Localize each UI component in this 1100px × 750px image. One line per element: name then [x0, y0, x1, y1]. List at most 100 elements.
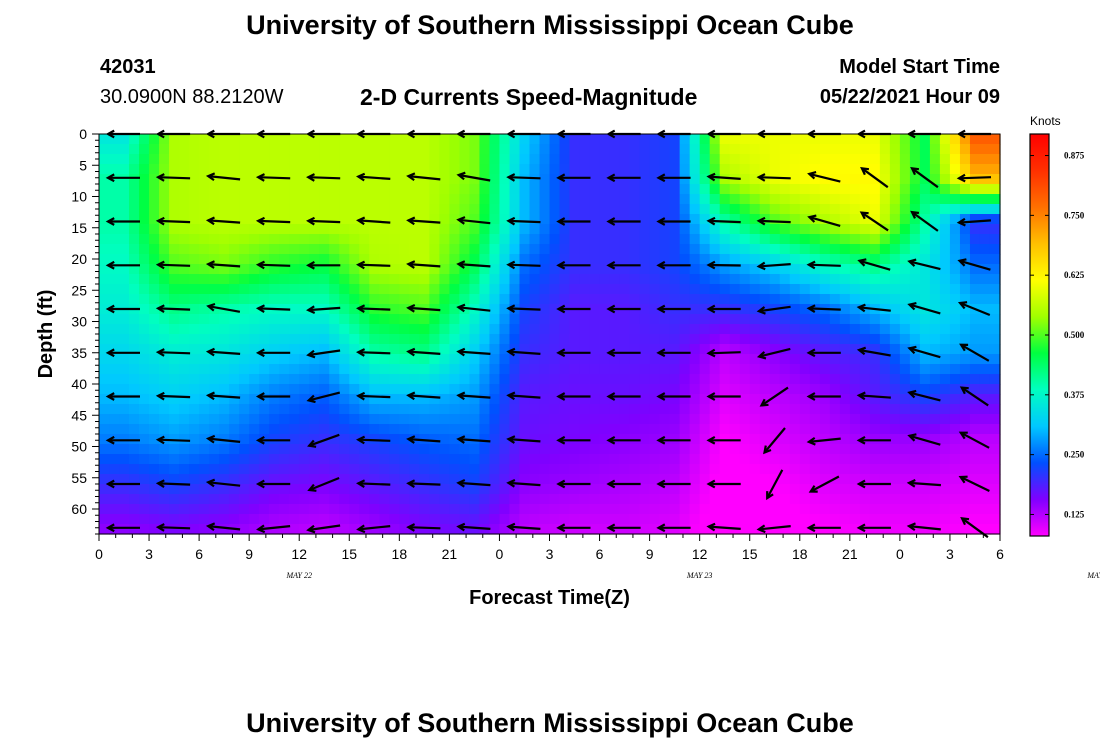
heatmap-cell [219, 474, 230, 485]
current-arrow [956, 217, 991, 227]
heatmap-cell [509, 254, 521, 265]
heatmap-cell [369, 154, 380, 165]
heatmap-cell [959, 164, 971, 175]
heatmap-cell [769, 344, 781, 355]
heatmap-cell [879, 404, 891, 415]
heatmap-cell [219, 154, 230, 165]
heatmap-cell [479, 474, 491, 485]
current-arrow [907, 345, 941, 359]
heatmap-cell [819, 524, 831, 535]
heatmap-cell [519, 484, 531, 495]
heatmap-cell [209, 404, 220, 415]
heatmap-cell [409, 414, 420, 425]
heatmap-cell [959, 144, 971, 155]
heatmap-cell [979, 224, 991, 235]
heatmap-cell [509, 224, 521, 235]
heatmap-cell [799, 404, 811, 415]
heatmap-cell [549, 354, 561, 365]
heatmap-cell [319, 524, 330, 535]
heatmap-cell [789, 304, 801, 315]
heatmap-cell [979, 324, 991, 335]
heatmap-cell [939, 194, 951, 205]
heatmap-cell [279, 344, 290, 355]
heatmap-cell [479, 214, 491, 225]
heatmap-cell [339, 134, 350, 145]
heatmap-cell [489, 134, 501, 145]
heatmap-cell [279, 184, 290, 195]
heatmap-cell [459, 394, 471, 405]
heatmap-cell [159, 254, 170, 265]
heatmap-cell [179, 284, 190, 295]
heatmap-cell [389, 344, 400, 355]
current-arrow [756, 216, 791, 226]
heatmap-cell [429, 444, 440, 455]
heatmap-cell [129, 444, 140, 455]
heatmap-cell [319, 244, 330, 255]
heatmap-cell [529, 224, 541, 235]
heatmap-cell [139, 234, 150, 245]
current-arrow [307, 476, 340, 492]
heatmap-cell [109, 334, 120, 345]
heatmap-cell [379, 424, 390, 435]
current-arrow [306, 349, 341, 359]
heatmap-cell [289, 264, 300, 275]
heatmap-cell [319, 404, 330, 415]
heatmap-cell [839, 324, 851, 335]
heatmap-cell [919, 284, 931, 295]
heatmap-cell [589, 344, 601, 355]
heatmap-cell [119, 404, 130, 415]
heatmap-cell [519, 194, 531, 205]
heatmap-cell [809, 414, 821, 425]
heatmap-cell [959, 414, 971, 425]
current-arrow [506, 435, 541, 444]
heatmap-cell [819, 154, 831, 165]
current-arrow [506, 173, 541, 182]
heatmap-cell [919, 364, 931, 375]
heatmap-cell [619, 444, 631, 455]
heatmap-cell [649, 504, 661, 515]
heatmap-cell [939, 274, 951, 285]
heatmap-cell [929, 484, 941, 495]
heatmap-cell [659, 254, 671, 265]
heatmap-cell [649, 174, 661, 185]
heatmap-cell [889, 354, 901, 365]
heatmap-cell [559, 194, 571, 205]
heatmap-cell [839, 394, 851, 405]
current-arrow [656, 260, 691, 270]
heatmap-cell [719, 254, 731, 265]
current-arrow [406, 435, 441, 444]
heatmap-cell [399, 144, 410, 155]
heatmap-cell [949, 494, 961, 505]
heatmap-cell [689, 444, 701, 455]
heatmap-cell [749, 354, 761, 365]
heatmap-cell [249, 214, 260, 225]
heatmap-cell [239, 324, 250, 335]
heatmap-cell [979, 154, 991, 165]
heatmap-cell [249, 524, 260, 535]
heatmap-cell [99, 144, 110, 155]
heatmap-cell [919, 404, 931, 415]
heatmap-cell [749, 434, 761, 445]
heatmap-cell [619, 264, 631, 275]
heatmap-cell [519, 494, 531, 505]
heatmap-cell [649, 324, 661, 335]
heatmap-cell [899, 154, 911, 165]
heatmap-cell [349, 134, 360, 145]
heatmap-cell [539, 164, 551, 175]
heatmap-cell [699, 494, 711, 505]
heatmap-cell [169, 344, 180, 355]
heatmap-cell [389, 134, 400, 145]
heatmap-cell [799, 234, 811, 245]
heatmap-cell [689, 284, 701, 295]
heatmap-cell [369, 224, 380, 235]
heatmap-cell [189, 464, 200, 475]
heatmap-cell [479, 314, 491, 325]
heatmap-cell [629, 174, 641, 185]
heatmap-cell [739, 244, 751, 255]
heatmap-cell [879, 414, 891, 425]
station-id: 42031 [100, 56, 156, 78]
heatmap-cell [589, 144, 601, 155]
heatmap-cell [779, 244, 791, 255]
heatmap-cell [539, 334, 551, 345]
heatmap-cell [719, 324, 731, 335]
